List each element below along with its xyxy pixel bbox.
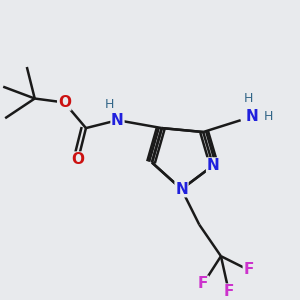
- Text: H: H: [244, 92, 253, 105]
- Text: H: H: [263, 110, 273, 123]
- Text: N: N: [246, 109, 259, 124]
- Text: F: F: [224, 284, 234, 299]
- Text: O: O: [58, 95, 71, 110]
- Text: O: O: [72, 152, 85, 167]
- Text: F: F: [198, 276, 208, 291]
- Text: F: F: [243, 262, 254, 278]
- Text: N: N: [207, 158, 219, 173]
- Text: N: N: [111, 113, 124, 128]
- Text: N: N: [175, 182, 188, 197]
- Text: H: H: [105, 98, 114, 111]
